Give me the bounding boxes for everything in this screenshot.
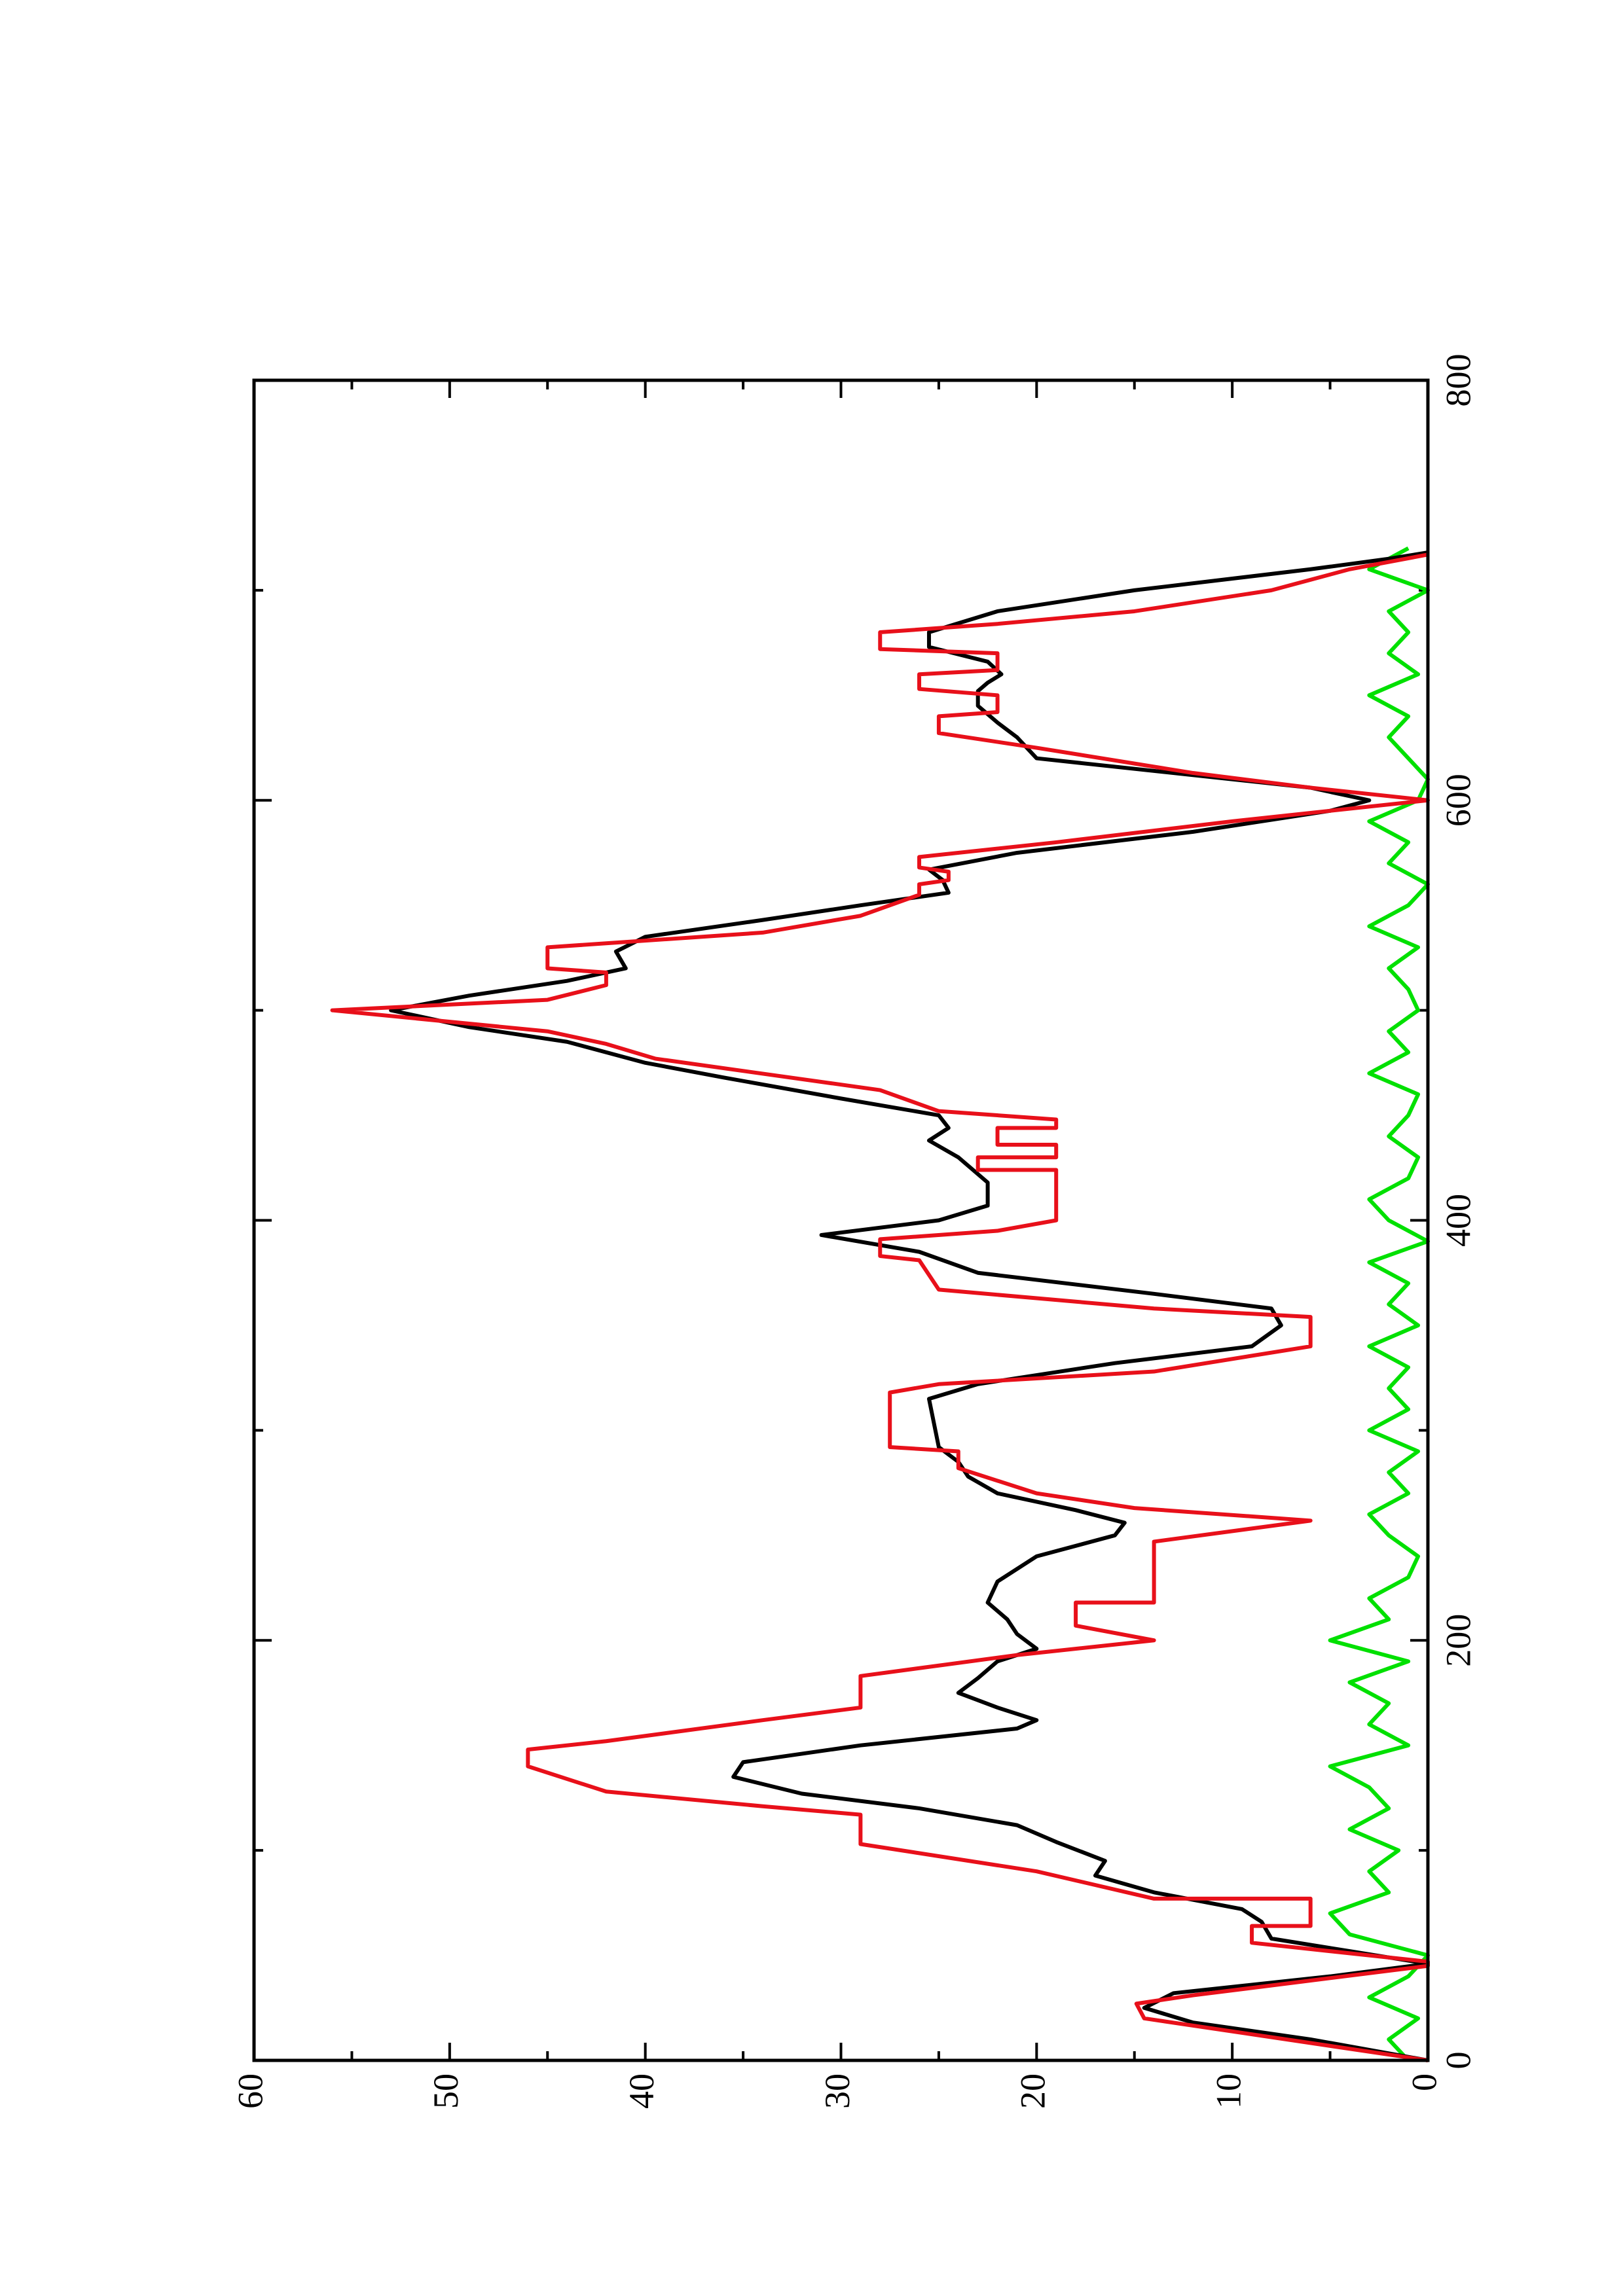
x-tick-label: 0 — [1438, 2052, 1478, 2070]
y-tick-label: 20 — [1013, 2073, 1053, 2109]
y-tick-label: 50 — [426, 2073, 465, 2109]
y-tick-label: 60 — [230, 2073, 270, 2109]
x-tick-label: 200 — [1438, 1614, 1478, 1667]
data-line — [330, 552, 1430, 2062]
x-tick-label: 800 — [1438, 354, 1478, 407]
y-tick-label: 10 — [1209, 2073, 1249, 2109]
y-tick-label: 30 — [818, 2073, 857, 2109]
plot-frame — [252, 378, 1430, 2062]
y-tick-label: 0 — [1404, 2073, 1444, 2091]
x-tick-label: 400 — [1438, 1194, 1478, 1247]
rotated-plot: 0 200 400 600 800 0 10 20 30 40 50 60 — [230, 354, 1478, 2109]
y-tick-label: 40 — [622, 2073, 661, 2109]
x-tick-label: 600 — [1438, 774, 1478, 827]
